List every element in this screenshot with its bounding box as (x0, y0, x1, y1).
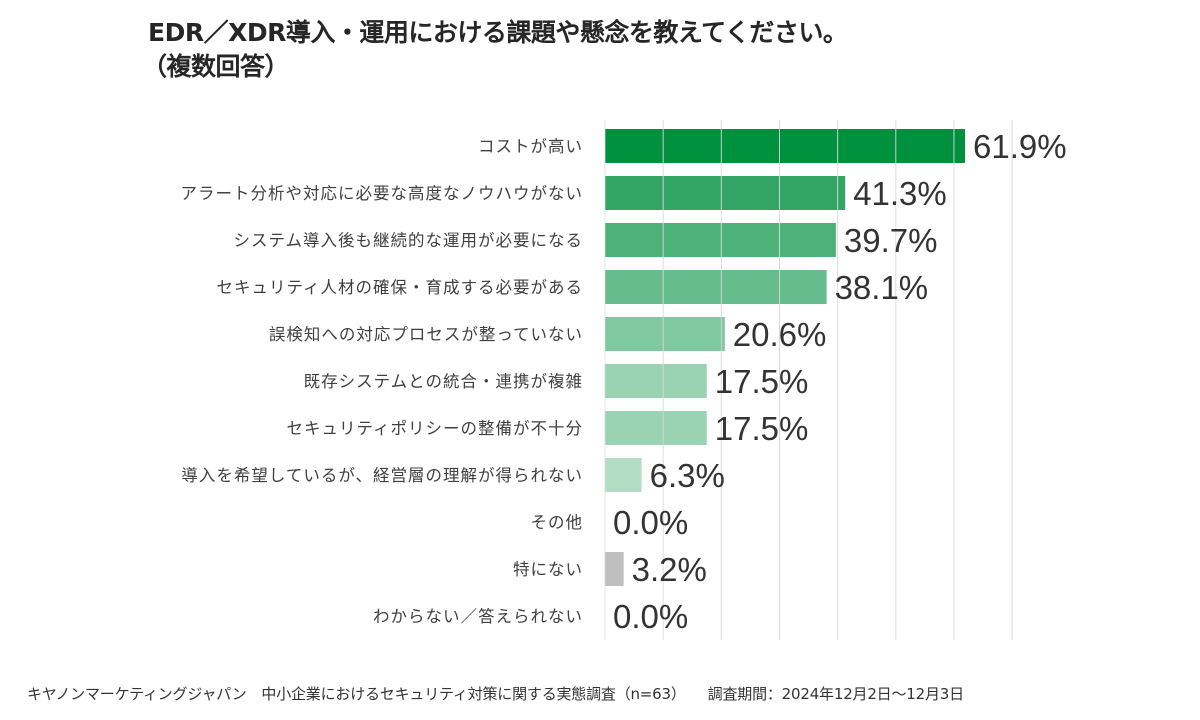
bars (605, 129, 966, 586)
gridlines (604, 120, 1013, 640)
category-label: コストが高い (478, 137, 583, 156)
category-label: セキュリティ人材の確保・育成する必要がある (216, 278, 583, 297)
footer: キヤノンマーケティングジャパン 中小企業におけるセキュリティ対策に関する実態調査… (27, 683, 986, 704)
bar-5 (605, 317, 725, 351)
footer-period: 調査期間：2024年12月2日～12月3日 (707, 685, 964, 703)
chart-title-main: EDR／XDR導入・運用における課題や懸念を教えてください。 (148, 18, 848, 47)
category-label: システム導入後も継続的な運用が必要になる (233, 231, 583, 250)
bar-7 (605, 411, 707, 445)
category-label: 誤検知への対応プロセスが整っていない (269, 325, 583, 344)
footer-source: キヤノンマーケティングジャパン 中小企業におけるセキュリティ対策に関する実態調査… (27, 685, 686, 703)
value-label: 61.9% (973, 128, 1067, 165)
bar-10 (605, 552, 624, 586)
value-label: 0.0% (613, 504, 688, 541)
value-label: 39.7% (844, 222, 938, 259)
value-label: 41.3% (853, 175, 947, 212)
value-label: 17.5% (715, 410, 809, 447)
category-label: 導入を希望しているが、経営層の理解が得られない (181, 466, 583, 485)
bar-1 (605, 129, 966, 163)
chart-subtitle: （複数回答） (142, 52, 290, 81)
value-label: 20.6% (733, 316, 827, 353)
category-label: 既存システムとの統合・連携が複雑 (304, 372, 583, 391)
value-label: 17.5% (715, 363, 809, 400)
category-label: セキュリティポリシーの整備が不十分 (286, 419, 583, 438)
bar-2 (605, 176, 846, 210)
value-labels: 61.9% 41.3% 39.7% 38.1%20.6% 17.5% 17.5% 6.3% 0… (613, 128, 1067, 635)
bar-4 (605, 270, 827, 304)
category-labels: コストが高いアラート分析や対応に必要な高度なノウハウがないシステム導入後も継続的… (181, 137, 584, 626)
category-label: 特にない (513, 560, 583, 579)
bar-6 (605, 364, 707, 398)
value-label: 6.3% (650, 457, 725, 494)
category-label: アラート分析や対応に必要な高度なノウハウがない (181, 184, 584, 203)
value-label: 38.1% (835, 269, 929, 306)
category-label: その他 (531, 513, 584, 532)
chart-title: EDR／XDR導入・運用における課題や懸念を教えてください。 （複数回答） (142, 16, 848, 84)
value-label: 3.2% (632, 551, 707, 588)
value-label: 0.0% (613, 598, 688, 635)
bar-8 (605, 458, 642, 492)
bar-3 (605, 223, 836, 257)
category-label: わからない／答えられない (373, 607, 583, 626)
